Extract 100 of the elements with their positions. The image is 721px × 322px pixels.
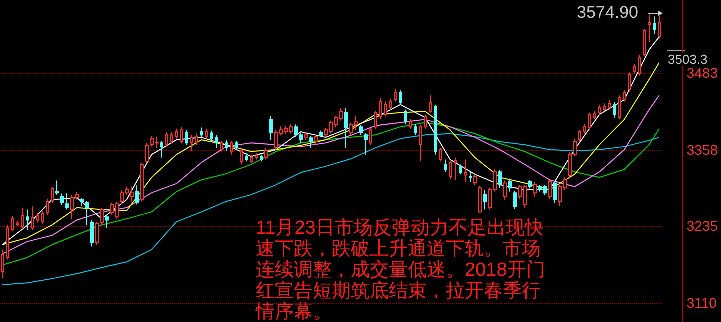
candlestick: [16, 220, 19, 227]
candlestick: [260, 154, 263, 162]
candlestick: [364, 132, 368, 156]
candlestick: [314, 134, 318, 146]
candlestick: [60, 193, 64, 206]
candlestick: [628, 72, 631, 92]
annotation: 11月23日市场反弹动力不足出现快速下跌，跌破上升通道下轨。市场连续调整，成交量低迷。2018开门红宣告短期筑底结束，拉开春季行情序幕。: [255, 217, 546, 322]
candlestick: [41, 210, 44, 224]
candlestick: [65, 192, 69, 210]
candlestick: [374, 110, 377, 130]
candlestick: [46, 198, 49, 216]
candlestick: [643, 28, 646, 58]
candlestick: [359, 124, 363, 136]
candlestick: [503, 180, 507, 200]
candlestick: [449, 160, 452, 180]
candlestick: [404, 109, 407, 124]
candlestick: [483, 189, 487, 210]
candlestick: [444, 159, 447, 173]
candlestick: [105, 214, 109, 229]
candlestick: [618, 95, 621, 120]
candlestick: [394, 88, 397, 102]
y-tick-label: 3110: [686, 294, 718, 311]
candlestick: [195, 133, 198, 146]
y-tick-label: 3358: [686, 142, 718, 158]
candlestick: [80, 198, 84, 207]
candlestick: [255, 153, 258, 160]
candlestick: [439, 148, 442, 162]
candlestick: [51, 186, 54, 204]
candlestick: [240, 148, 243, 166]
candlestick: [135, 185, 139, 206]
candlestick: [140, 162, 144, 202]
candlestick: [95, 222, 99, 246]
text: 3503.3: [668, 52, 708, 67]
candlestick: [85, 200, 89, 226]
candlestick: [1, 249, 4, 279]
candlestick: [389, 98, 392, 110]
candlestick: [100, 207, 104, 226]
candlestick: [180, 126, 183, 144]
candlestick: [419, 124, 422, 162]
candlestick: [36, 212, 39, 224]
candlestick: [424, 114, 427, 130]
candlestick: [553, 180, 557, 204]
candlestick: [528, 180, 532, 190]
candlestick: [21, 207, 24, 230]
candlestick: [165, 132, 168, 148]
candlestick: [513, 190, 517, 210]
candlestick: [55, 180, 59, 196]
candlestick: [578, 130, 581, 143]
candlestick: [210, 130, 213, 142]
y-tick-label: 3483: [686, 64, 718, 81]
candlestick: [603, 103, 606, 112]
candlestick: [225, 140, 228, 152]
candlestick: [623, 90, 626, 102]
candlestick: [379, 98, 382, 120]
candlestick: [235, 140, 238, 150]
candlestick: [200, 127, 203, 138]
candlestick: [598, 104, 601, 116]
candlestick: [26, 209, 29, 231]
candlestick: [588, 112, 591, 131]
candlestick: [429, 95, 432, 114]
candlestick: [508, 180, 512, 192]
candlestick: [633, 64, 636, 74]
candlestick: [399, 90, 402, 106]
candlestick: [434, 104, 437, 156]
candlestick: [653, 16, 656, 36]
candlestick: [498, 170, 502, 189]
candlestick: [608, 100, 611, 110]
candlestick: [384, 101, 387, 118]
candlestick: [464, 159, 467, 182]
annotation: 3574.90: [577, 3, 638, 22]
candlestick: [469, 172, 472, 182]
candlestick: [369, 128, 372, 146]
candlestick: [309, 136, 313, 149]
candlestick: [160, 140, 163, 158]
candlestick: [175, 128, 178, 140]
candlestick: [250, 154, 253, 164]
candlestick: [409, 118, 412, 130]
candlestick: [454, 157, 457, 181]
candlestick: [478, 186, 482, 214]
candlestick: [264, 148, 268, 160]
candlestick: [11, 215, 14, 232]
candlestick: [613, 102, 616, 118]
candlestick: [304, 132, 308, 141]
candlestick: [185, 130, 188, 146]
candlestick: [344, 107, 348, 149]
candlestick: [414, 123, 417, 136]
candlestick: [205, 128, 208, 140]
candlestick: [190, 134, 193, 152]
candlestick: [583, 123, 586, 134]
candlestick: [215, 134, 218, 149]
candlestick: [533, 181, 537, 198]
candlestick: [638, 55, 641, 76]
candlestick: [473, 174, 477, 186]
candlestick: [170, 132, 173, 144]
candlestick: [319, 130, 323, 138]
candlestick: [220, 140, 223, 152]
candlestick: [31, 206, 34, 231]
candlestick: [593, 110, 596, 120]
candlestick: [548, 180, 552, 200]
candlestick: [648, 14, 651, 44]
